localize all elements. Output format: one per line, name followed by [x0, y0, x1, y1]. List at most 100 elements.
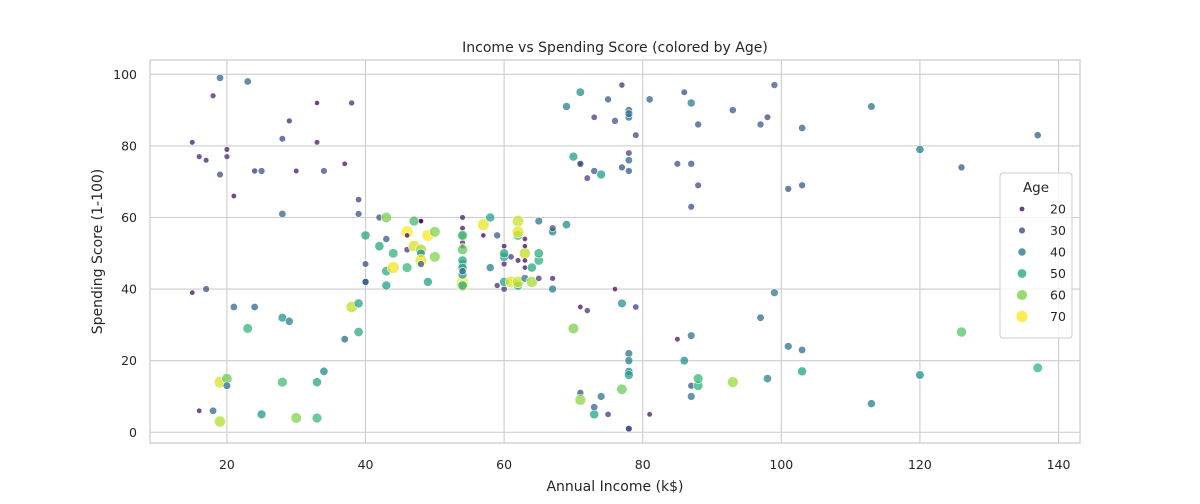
data-point [242, 323, 253, 334]
data-point [577, 303, 584, 311]
data-point [645, 95, 654, 104]
data-point [229, 302, 238, 311]
data-point [511, 225, 525, 238]
data-point [680, 88, 688, 96]
y-tick-label: 100 [113, 67, 137, 82]
data-point [770, 81, 779, 89]
data-point [313, 139, 321, 146]
data-point [616, 383, 628, 395]
data-point [568, 151, 579, 162]
data-point [574, 394, 587, 406]
legend: Age 20 30 40 50 60 70 [999, 172, 1073, 339]
data-point [429, 226, 441, 238]
data-point [222, 381, 232, 390]
data-point [632, 131, 640, 139]
data-point [694, 181, 702, 189]
data-point [561, 220, 572, 230]
data-point [480, 232, 487, 239]
data-point [518, 247, 531, 260]
data-point [763, 113, 772, 121]
data-point [429, 251, 441, 263]
data-point [209, 406, 218, 415]
data-point [624, 349, 634, 358]
data-point [408, 215, 420, 227]
data-point [624, 356, 634, 366]
legend-marker [1015, 310, 1029, 323]
x-tick-label: 40 [358, 457, 374, 472]
data-point [353, 327, 364, 338]
legend-marker [1017, 268, 1027, 279]
data-points [189, 73, 1043, 433]
data-point [401, 262, 413, 273]
data-point [687, 159, 696, 168]
data-point [604, 95, 612, 104]
data-point [867, 399, 876, 408]
data-point [501, 243, 508, 250]
data-point [284, 316, 294, 326]
data-point [243, 77, 252, 86]
data-point [360, 230, 371, 241]
data-point [311, 412, 323, 424]
data-point [381, 280, 392, 291]
data-point [549, 275, 556, 282]
data-point [216, 170, 224, 179]
data-point [417, 218, 424, 225]
data-point [278, 135, 286, 143]
legend-title: Age [1023, 180, 1049, 196]
data-point [214, 415, 226, 428]
data-point [646, 411, 653, 418]
x-tick-label: 80 [635, 457, 651, 472]
data-point [202, 157, 210, 164]
data-point [388, 248, 399, 259]
data-point [915, 370, 925, 380]
data-point [341, 160, 348, 167]
data-point [525, 276, 538, 288]
data-point [459, 214, 466, 221]
data-point [548, 224, 557, 232]
data-point [533, 248, 544, 259]
data-point [374, 241, 385, 252]
data-point [521, 236, 528, 242]
data-point [576, 159, 585, 168]
data-point [756, 120, 765, 129]
data-point [686, 98, 696, 108]
data-point [611, 117, 619, 125]
data-point [223, 146, 231, 153]
tick-labels: 20 40 60 80 100 120 140 0 20 40 60 80 100 [113, 67, 1070, 472]
data-point [521, 257, 528, 264]
data-point [624, 156, 633, 165]
data-point [485, 212, 496, 223]
data-point [500, 285, 508, 293]
data-point [770, 288, 779, 297]
data-point [625, 167, 633, 175]
data-point [535, 274, 543, 282]
data-point [223, 153, 231, 160]
data-point [499, 248, 510, 259]
data-point [583, 307, 591, 314]
data-point [355, 196, 363, 204]
data-point [348, 99, 355, 107]
legend-marker [1016, 289, 1028, 301]
data-point [590, 403, 599, 412]
x-tick-label: 100 [769, 457, 793, 472]
data-point [694, 120, 702, 129]
legend-label: 50 [1050, 266, 1066, 281]
y-axis-label: Spending Score (1-100) [90, 169, 106, 335]
data-point [500, 260, 508, 268]
data-point [457, 230, 468, 241]
data-point [583, 174, 591, 182]
y-tick-label: 0 [129, 425, 137, 440]
data-point [679, 356, 689, 366]
data-point [762, 374, 772, 384]
legend-marker [1018, 226, 1026, 235]
data-point [624, 370, 634, 380]
data-point [189, 139, 196, 146]
data-point [387, 261, 400, 274]
data-point [797, 366, 807, 377]
data-point [215, 73, 225, 82]
legend-marker [1017, 247, 1027, 257]
data-point [189, 289, 196, 296]
data-point [604, 410, 612, 418]
